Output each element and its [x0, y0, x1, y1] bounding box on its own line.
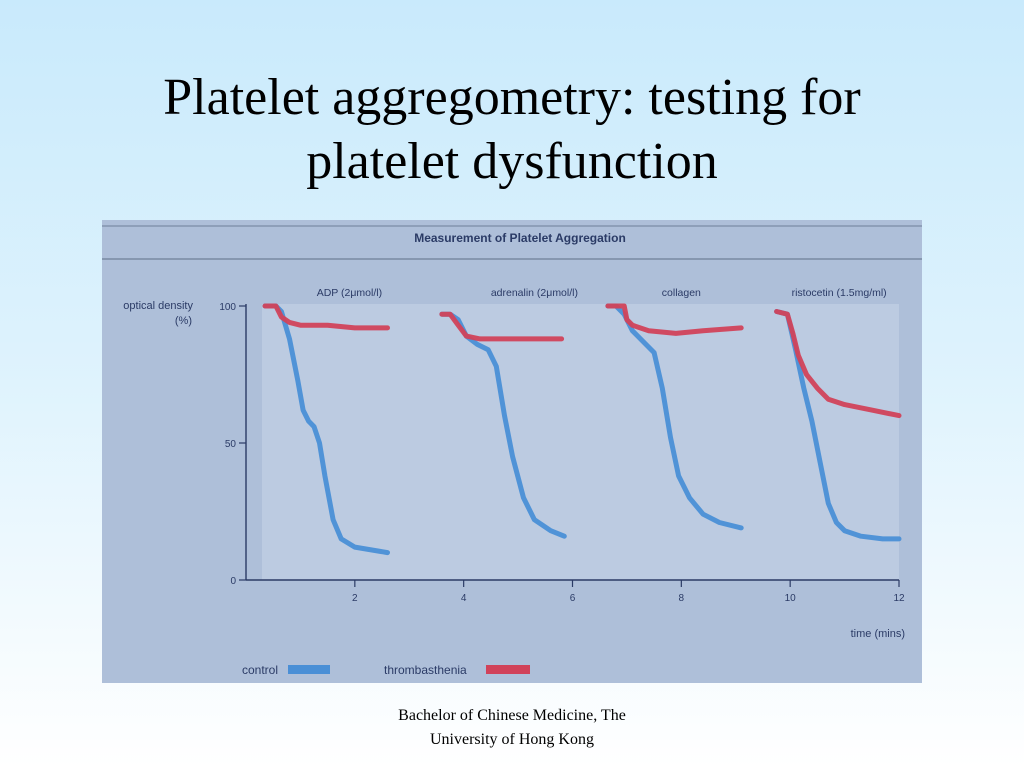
trace-thrombasthenia	[605, 303, 744, 336]
slide-title-line-2: platelet dysfunction	[306, 133, 718, 190]
trace-thrombasthenia	[439, 311, 565, 342]
x-axis-label: time (mins)	[851, 628, 905, 640]
footer-line-2: University of Hong Kong	[430, 731, 594, 748]
slide-title: Platelet aggregometry: testing for plate…	[40, 66, 984, 194]
trace-thrombasthenia	[262, 303, 390, 331]
series-thrombasthenia	[262, 303, 902, 419]
y-tick-label: 0	[230, 576, 236, 587]
x-tick-label: 10	[785, 593, 797, 604]
trace-control	[439, 311, 567, 539]
legend-label-control: control	[242, 663, 278, 677]
y-axis-label-line-2: (%)	[175, 315, 192, 327]
panel-label: ADP (2μmol/l)	[317, 287, 382, 299]
x-tick-label: 2	[352, 593, 358, 604]
aggregation-figure: Measurement of Platelet Aggregation opti…	[102, 220, 922, 683]
trace-thrombasthenia	[774, 309, 902, 419]
legend-swatch-control	[288, 665, 330, 674]
panel-label: adrenalin (2μmol/l)	[491, 287, 578, 299]
y-tick-label: 50	[225, 439, 237, 450]
slide-title-line-1: Platelet aggregometry: testing for	[163, 69, 861, 126]
aggregation-chart: Measurement of Platelet Aggregation opti…	[102, 220, 922, 683]
panel-label: collagen	[662, 287, 701, 299]
x-tick-label: 6	[570, 593, 576, 604]
legend-swatch-thrombasthenia	[486, 665, 530, 674]
panel-label: ristocetin (1.5mg/ml)	[792, 287, 887, 299]
slide-footer: Bachelor of Chinese Medicine, The Univer…	[312, 704, 712, 752]
y-tick-label: 100	[219, 302, 236, 313]
y-axis-label-line-1: optical density	[123, 300, 193, 312]
legend-label-thrombasthenia: thrombasthenia	[384, 663, 467, 677]
chart-title: Measurement of Platelet Aggregation	[414, 231, 626, 245]
footer-line-1: Bachelor of Chinese Medicine, The	[398, 707, 626, 724]
x-tick-label: 8	[679, 593, 685, 604]
x-tick-label: 12	[893, 593, 905, 604]
x-tick-label: 4	[461, 593, 467, 604]
